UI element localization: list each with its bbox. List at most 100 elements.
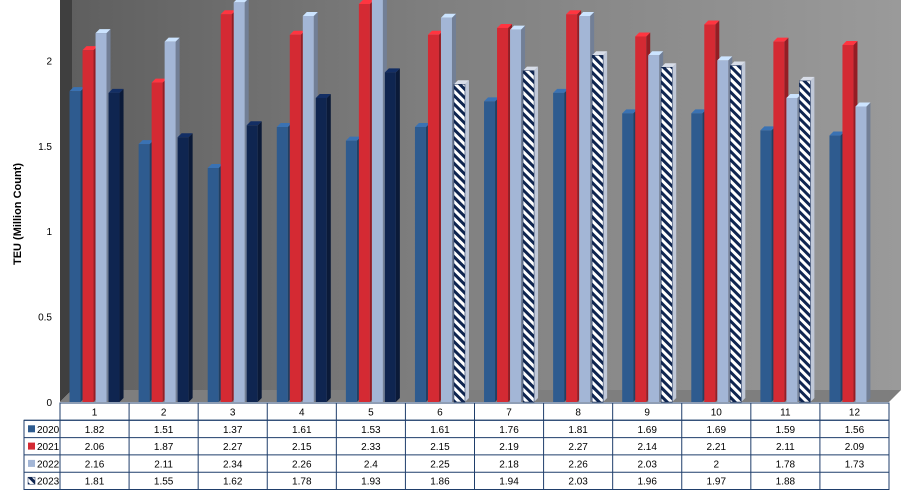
table-cell: 2.34	[223, 459, 243, 470]
bar-top	[786, 93, 802, 98]
bar-2021-11	[773, 41, 785, 402]
bar-2022-8	[579, 15, 591, 402]
y-tick-label: 1.5	[38, 142, 52, 153]
table-cell: 2.19	[499, 442, 519, 453]
bar-side	[395, 68, 400, 402]
bar-2020-4	[276, 127, 288, 403]
bar-top	[177, 133, 193, 138]
bar-top	[566, 10, 582, 15]
bar-2021-10	[704, 24, 716, 402]
bar-2020-10	[691, 113, 703, 403]
table-cell: 1.87	[154, 442, 174, 453]
bar-2020-6	[414, 127, 426, 403]
table-cell: 2.14	[637, 442, 657, 453]
bar-top	[661, 63, 677, 68]
bar-2021-3	[220, 14, 232, 403]
legend-key-2022	[28, 459, 35, 467]
table-header-cell: 2	[161, 408, 167, 419]
table-cell: 2.4	[364, 459, 378, 470]
legend-key-2021	[28, 442, 35, 450]
bar-2020-3	[207, 168, 219, 402]
bar-2023-7	[522, 70, 535, 403]
bar-top	[220, 10, 236, 15]
bar-2022-1	[95, 33, 107, 403]
bar-top	[799, 76, 815, 81]
bar-top	[510, 25, 526, 30]
table-header-cell: 9	[644, 408, 650, 419]
side-wall	[60, 0, 72, 402]
table-header-cell: 1	[92, 408, 98, 419]
y-tick-label: 0	[46, 398, 52, 409]
bar-2023-6	[453, 84, 466, 403]
table-cell: 1.56	[845, 425, 865, 436]
bar-top	[246, 121, 262, 126]
bar-2021-12	[842, 45, 854, 402]
bar-top	[730, 61, 746, 66]
bar-top	[622, 109, 638, 114]
bar-2023-5	[384, 72, 396, 402]
table-cell: 1.62	[223, 477, 243, 488]
table-cell: 2.26	[292, 459, 312, 470]
legend-key-2023	[27, 476, 36, 485]
bar-2020-11	[760, 130, 772, 403]
table-cell: 2.27	[223, 442, 243, 453]
bar-top	[717, 56, 733, 61]
y-tick-label: 1	[46, 227, 52, 238]
table-header-cell: 12	[849, 408, 861, 419]
bar-2022-11	[786, 97, 798, 402]
bar-top	[345, 136, 361, 141]
bar-top	[484, 97, 500, 102]
bar-2020-12	[829, 135, 841, 402]
table-cell: 1.51	[154, 425, 174, 436]
y-tick-label: 2	[46, 56, 52, 67]
table-cell: 2.26	[568, 459, 588, 470]
bar-side	[119, 88, 124, 403]
table-cell: 2.03	[637, 459, 657, 470]
bar-top	[829, 131, 845, 136]
bar-2023-11	[799, 80, 811, 403]
bar-2022-3	[233, 2, 245, 402]
bar-top	[108, 88, 124, 93]
bar-top	[233, 0, 248, 3]
bar-2021-6	[427, 34, 439, 402]
bar-2021-1	[82, 50, 94, 402]
table-cell: 2.11	[154, 459, 173, 470]
table-cell: 1.61	[292, 425, 312, 436]
legend-label: 2021	[37, 442, 60, 453]
bar-2021-7	[497, 27, 509, 403]
bar-2021-5	[358, 4, 370, 402]
bar-top	[691, 109, 707, 114]
table-header-cell: 6	[437, 408, 443, 419]
bar-side	[534, 66, 539, 402]
table-cell: 2.15	[292, 442, 312, 453]
bar-side	[257, 121, 262, 402]
bar-2023-10	[730, 65, 742, 403]
table-header-cell: 8	[575, 408, 581, 419]
bar-side	[672, 63, 677, 403]
table-header-cell: 7	[506, 408, 512, 419]
table-cell: 1.37	[223, 425, 243, 436]
table-cell: 2.03	[568, 477, 588, 488]
bar-top	[315, 93, 331, 98]
bar-top	[704, 20, 720, 25]
table-cell: 1.78	[776, 459, 796, 470]
bar-side	[741, 61, 746, 403]
bar-top	[760, 126, 776, 131]
table-header-cell: 3	[230, 408, 236, 419]
bar-2022-7	[510, 29, 522, 402]
bar-2022-6	[440, 17, 452, 402]
table-cell: 2.21	[707, 442, 727, 453]
bar-2020-5	[345, 140, 357, 402]
bar-top	[82, 46, 98, 51]
table-cell: 1.86	[430, 477, 450, 488]
table-cell: 1.53	[361, 425, 381, 436]
table-cell: 2	[714, 459, 720, 470]
bar-top	[453, 80, 469, 85]
bar-2020-7	[484, 101, 496, 402]
bar-top	[276, 123, 292, 128]
table-cell: 2.06	[85, 442, 105, 453]
table-cell: 1.69	[707, 425, 727, 436]
bar-top	[579, 11, 595, 16]
